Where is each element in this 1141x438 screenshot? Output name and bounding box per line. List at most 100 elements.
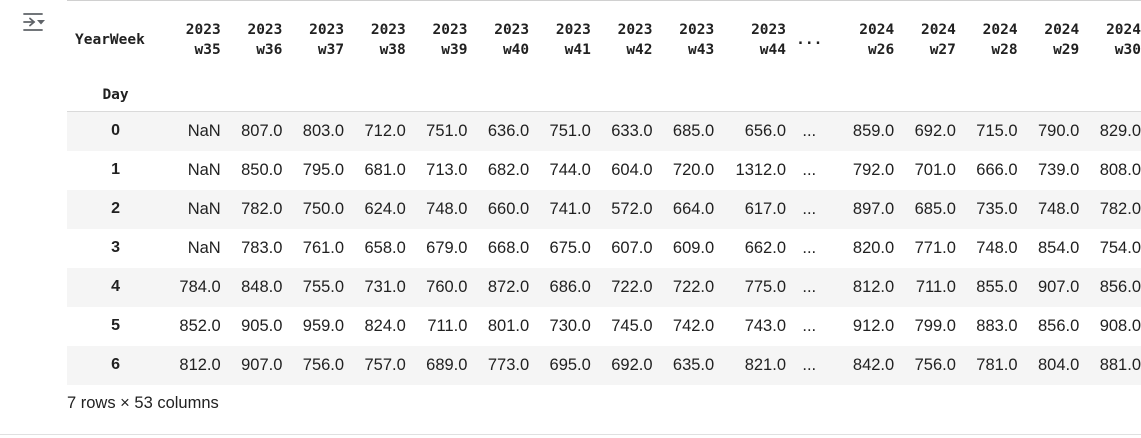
- table-cell: 722.0: [611, 277, 653, 296]
- column-header: 2024 w30: [1079, 0, 1141, 79]
- table-row: 1 NaN 850.0 795.0 681.0 713.0 682.0 744.0 604.0 7…: [67, 151, 1141, 190]
- table-row: 0 NaN 807.0 803.0 712.0 751.0 636.0 751.0 633.0 6…: [67, 111, 1141, 151]
- table-cell: 912.0: [852, 316, 895, 335]
- column-header-year: 2023: [370, 21, 406, 38]
- column-header-year: 2023: [185, 21, 221, 38]
- table-cell: 803.0: [302, 121, 345, 140]
- table-cell: 748.0: [1037, 199, 1080, 218]
- table-cell: 795.0: [302, 160, 345, 179]
- table-cell: 750.0: [302, 199, 345, 218]
- column-header-week: w27: [929, 41, 956, 58]
- output-bottom-border: [0, 434, 1141, 435]
- column-header: 2023 w42: [591, 0, 653, 79]
- table-cell: 812.0: [179, 355, 221, 374]
- column-header-year: 2023: [679, 21, 715, 38]
- row-index: 2: [111, 200, 120, 217]
- table-cell: 748.0: [426, 199, 468, 218]
- column-header-week: w26: [868, 41, 895, 58]
- column-header-year: 2023: [617, 21, 653, 38]
- column-header-year: 2024: [1106, 21, 1141, 38]
- header-spacer: [894, 79, 956, 112]
- table-cell: 897.0: [852, 199, 895, 218]
- column-header: 2023 w36: [221, 0, 283, 79]
- column-header-year: 2024: [920, 21, 956, 38]
- table-cell: 799.0: [914, 316, 956, 335]
- table-cell: 907.0: [1037, 277, 1080, 296]
- table-cell: 711.0: [427, 316, 468, 335]
- table-cell: 756.0: [914, 355, 956, 374]
- row-index: 0: [111, 122, 120, 140]
- column-header-year: 2023: [494, 21, 530, 38]
- table-cell: 856.0: [1099, 277, 1141, 296]
- column-header-week: w37: [317, 41, 345, 58]
- header-spacer: [956, 79, 1018, 112]
- column-header: 2023 w38: [344, 0, 406, 79]
- table-cell: 689.0: [426, 355, 468, 374]
- table-cell: 820.0: [852, 238, 895, 257]
- table-cell: 804.0: [1037, 355, 1080, 374]
- table-cell: 713.0: [426, 160, 468, 179]
- header-spacer: [164, 79, 221, 112]
- table-cell: 782.0: [1099, 199, 1141, 218]
- table-cell: 743.0: [744, 316, 786, 335]
- ellipsis-cell: ...: [802, 160, 817, 179]
- table-cell: 715.0: [976, 121, 1018, 140]
- table-cell: 685.0: [672, 121, 715, 140]
- table-cell: 662.0: [744, 238, 786, 257]
- table-cell: 685.0: [914, 199, 956, 218]
- table-cell: 808.0: [1099, 160, 1141, 179]
- table-cell: 617.0: [744, 199, 786, 218]
- table-cell: 781.0: [976, 355, 1018, 374]
- table-cell: 790.0: [1037, 121, 1080, 140]
- table-cell: 842.0: [852, 355, 895, 374]
- table-cell: 660.0: [487, 199, 530, 218]
- column-header: 2023 w40: [467, 0, 529, 79]
- column-header: 2024 w26: [833, 0, 895, 79]
- row-index: 6: [111, 356, 120, 373]
- output-toggle-icon[interactable]: [22, 10, 48, 34]
- column-header-week: w44: [759, 41, 786, 58]
- header-spacer: [591, 79, 653, 112]
- column-header-week: w36: [256, 41, 283, 58]
- table-cell: 722.0: [672, 277, 715, 296]
- column-header-week: w38: [379, 41, 406, 58]
- table-cell: 681.0: [364, 160, 406, 179]
- index-name-header: Day: [102, 87, 129, 103]
- table-cell: 686.0: [549, 277, 591, 296]
- table-cell: 711.0: [915, 277, 956, 296]
- column-header-week: w42: [626, 41, 653, 58]
- column-header-year: 2023: [247, 21, 283, 38]
- table-cell: 783.0: [241, 238, 283, 257]
- table-cell: 633.0: [611, 121, 653, 140]
- column-header: 2023 w37: [282, 0, 344, 79]
- ellipsis-cell: ...: [802, 316, 817, 335]
- header-spacer: [1018, 79, 1080, 112]
- column-header-week: w29: [1053, 41, 1080, 58]
- table-cell: 792.0: [852, 160, 895, 179]
- row-index: 4: [111, 278, 120, 295]
- table-row: 5 852.0 905.0 959.0 824.0 711.0 801.0 730.0 745.…: [67, 307, 1141, 346]
- table-cell: 748.0: [976, 238, 1018, 257]
- header-spacer: [406, 79, 468, 112]
- table-cell: 782.0: [241, 199, 283, 218]
- column-header-year: 2024: [982, 21, 1018, 38]
- column-header-week: w39: [441, 41, 468, 58]
- header-spacer: [833, 79, 895, 112]
- table-cell: 881.0: [1099, 355, 1141, 374]
- table-cell: 755.0: [302, 277, 345, 296]
- column-header: 2023 w35: [164, 0, 221, 79]
- table-cell: 756.0: [302, 355, 345, 374]
- row-index: 1: [111, 161, 120, 178]
- table-cell: 908.0: [1099, 316, 1141, 335]
- column-header-year: 2023: [309, 21, 345, 38]
- table-cell: 855.0: [976, 277, 1018, 296]
- column-header-year: 2024: [1044, 21, 1080, 38]
- table-cell: 883.0: [976, 316, 1018, 335]
- table-cell: 784.0: [179, 277, 221, 296]
- table-cell: 907.0: [241, 355, 283, 374]
- table-cell: 668.0: [487, 238, 530, 257]
- table-cell: 692.0: [611, 355, 653, 374]
- table-cell: 751.0: [426, 121, 468, 140]
- table-cell: NaN: [187, 121, 221, 140]
- column-header-week: w41: [564, 41, 591, 58]
